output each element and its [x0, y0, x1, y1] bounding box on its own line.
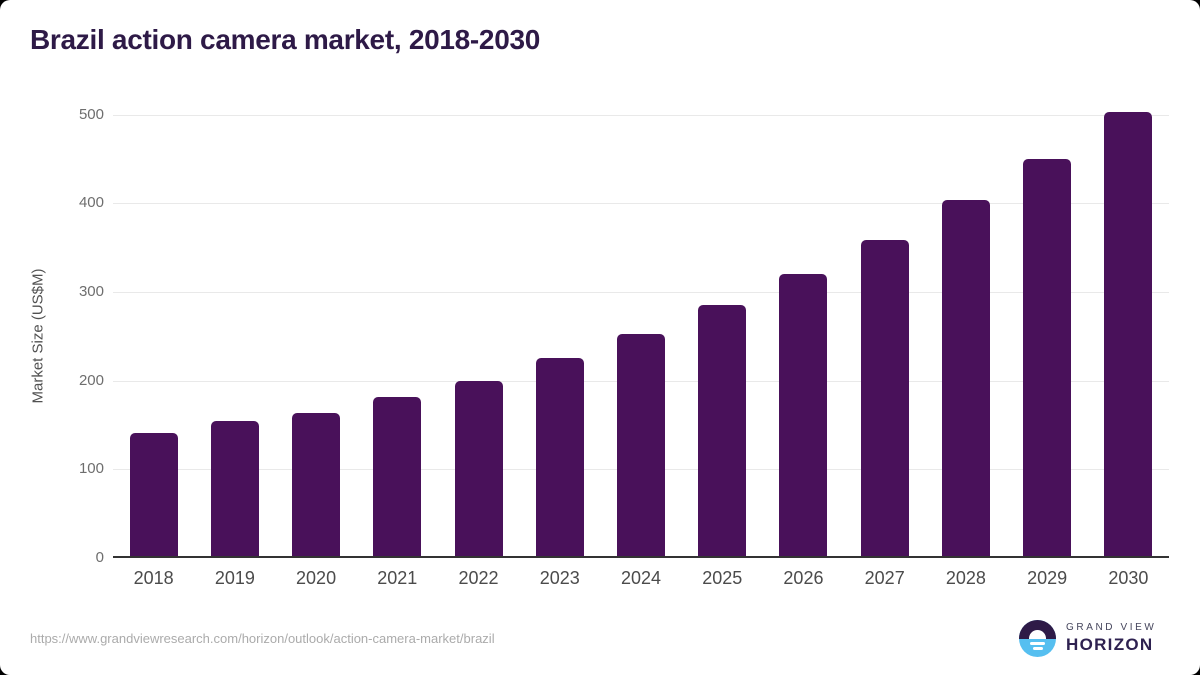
brand-text: GRAND VIEW HORIZON [1066, 622, 1156, 655]
x-axis-line [113, 556, 1169, 558]
x-tick-label-2028: 2028 [945, 568, 986, 588]
x-tick-label-2026: 2026 [783, 568, 824, 588]
y-tick-label-300: 300 [78, 282, 104, 300]
logo-reflection-line [1030, 641, 1045, 645]
x-tick-label-2024: 2024 [620, 568, 662, 588]
x-tick-label-2027: 2027 [864, 568, 905, 588]
bar-2030[interactable] [1104, 111, 1153, 558]
chart-title: Brazil action camera market, 2018-2030 [30, 24, 541, 55]
gridline-500 [113, 114, 1169, 116]
x-tick-label-2022: 2022 [458, 568, 499, 588]
x-tick-label-2025: 2025 [702, 568, 743, 588]
bar-2029[interactable] [1023, 158, 1072, 558]
source-url: https://www.grandviewresearch.com/horizo… [30, 631, 495, 646]
horizon-logo-icon [1019, 620, 1056, 657]
x-tick-label-2023: 2023 [539, 568, 580, 588]
x-tick-label-2021: 2021 [377, 568, 418, 588]
bar-2028[interactable] [941, 199, 990, 558]
gridline-400 [113, 203, 1169, 205]
x-tick-label-2019: 2019 [214, 568, 255, 588]
y-tick-label-500: 500 [78, 105, 104, 123]
y-tick-label-0: 0 [95, 549, 104, 566]
logo-reflection-line [1032, 646, 1043, 650]
x-tick-label-2029: 2029 [1027, 568, 1068, 588]
bar-2024[interactable] [617, 334, 665, 558]
logo-sun-icon [1029, 630, 1046, 639]
bar-2020[interactable] [292, 412, 341, 558]
x-tick-label-2018: 2018 [133, 568, 174, 588]
bar-2023[interactable] [535, 358, 584, 558]
y-tick-label-200: 200 [78, 371, 104, 389]
bar-2018[interactable] [129, 432, 178, 558]
y-tick-label-400: 400 [78, 194, 104, 212]
bar-2026[interactable] [779, 274, 828, 558]
x-tick-label-2020: 2020 [296, 568, 337, 588]
brand-name-top: GRAND VIEW [1066, 622, 1157, 633]
x-tick-label-2030: 2030 [1108, 568, 1149, 588]
gridline-300 [113, 291, 1169, 293]
bar-2025[interactable] [698, 305, 747, 558]
bar-2019[interactable] [210, 420, 259, 558]
bar-2021[interactable] [373, 397, 422, 558]
logo-sky-half [1019, 620, 1056, 639]
y-tick-label-100: 100 [78, 460, 104, 478]
brand-logo: GRAND VIEW HORIZON [1019, 620, 1156, 657]
brand-name-bottom: HORIZON [1066, 635, 1154, 654]
bar-2022[interactable] [454, 380, 503, 558]
bar-2027[interactable] [860, 240, 909, 558]
